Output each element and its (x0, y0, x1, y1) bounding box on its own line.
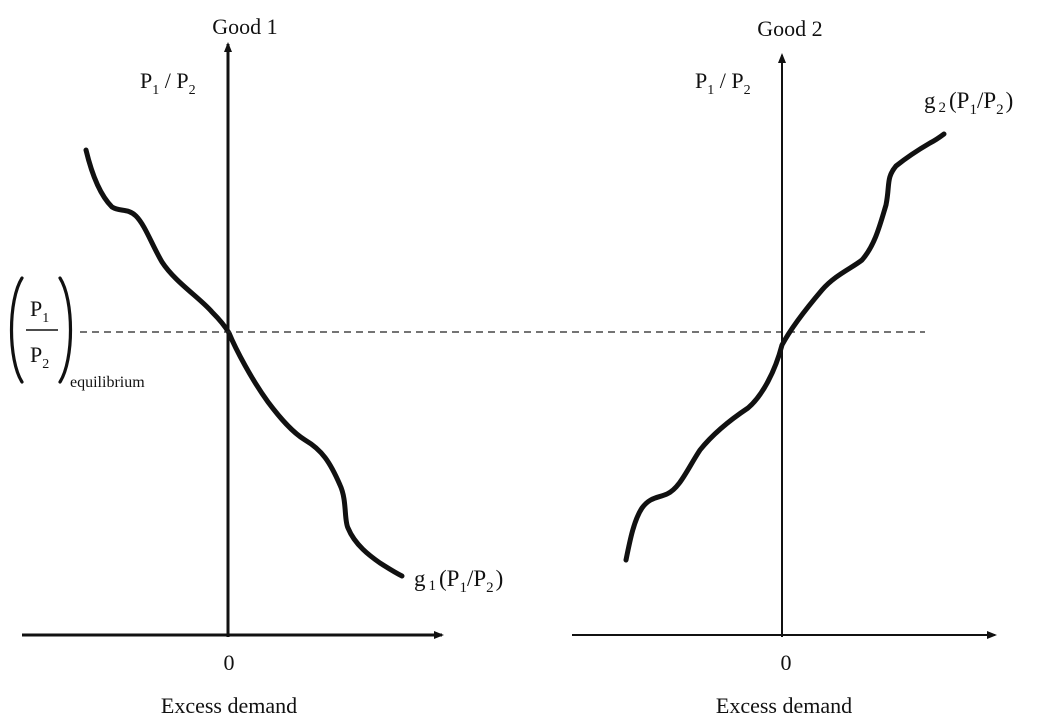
left-parenthesis (12, 278, 23, 382)
right-panel-title: Good 2 (757, 16, 822, 41)
curve-label-good-2: g 2 (P1/P2) (924, 88, 1013, 118)
right-parenthesis (60, 278, 71, 382)
right-panel: Good 2 P1 / P2 g 2 (P1/P2) 0 Excess demand (572, 16, 1013, 718)
left-origin-label: 0 (224, 650, 235, 675)
right-origin-label: 0 (781, 650, 792, 675)
excess-demand-curve-good-2 (626, 134, 944, 560)
equilibrium-label: P1 P2 equilibrium (12, 278, 146, 391)
right-y-axis-label: P1 / P2 (695, 68, 751, 98)
left-panel: Good 1 P1 / P2 g 1 (P1/P2) 0 Excess demand (22, 14, 503, 718)
right-x-axis-label: Excess demand (716, 693, 852, 718)
equilibrium-numerator: P1 (30, 296, 49, 326)
equilibrium-denominator: P2 (30, 342, 49, 372)
left-y-axis-label: P1 / P2 (140, 68, 196, 98)
equilibrium-subscript: equilibrium (70, 374, 145, 391)
left-panel-title: Good 1 (212, 14, 277, 39)
excess-demand-curve-good-1 (86, 150, 402, 576)
left-x-axis-label: Excess demand (161, 693, 297, 718)
curve-label-good-1: g 1 (P1/P2) (414, 566, 503, 596)
